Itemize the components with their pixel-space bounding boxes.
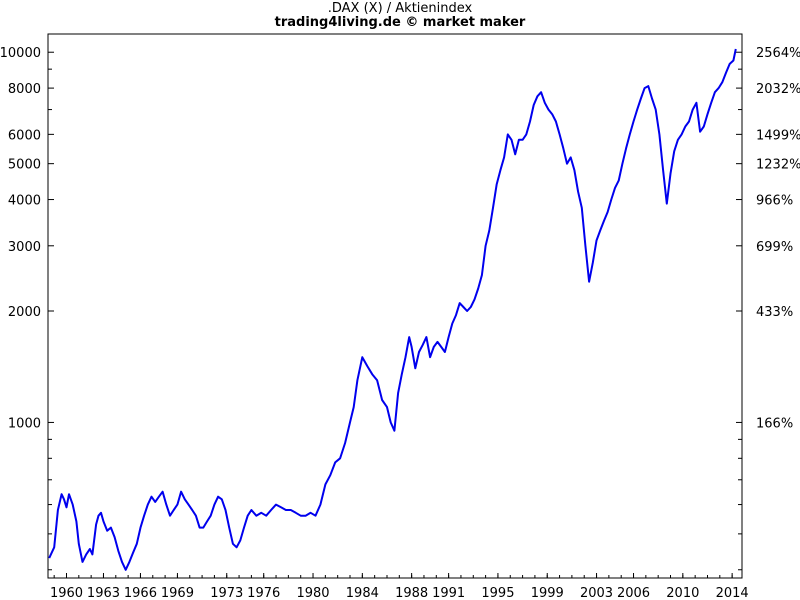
y-left-tick-label: 5000 <box>8 158 41 173</box>
chart-title: .DAX (X) / Aktienindex <box>327 1 473 16</box>
y-right-tick-label: 699% <box>756 240 793 255</box>
x-tick-label: 2003 <box>580 586 613 600</box>
x-tick-label: 1995 <box>481 586 514 600</box>
y-right-tick-label: 1232% <box>756 158 800 173</box>
x-tick-label: 1991 <box>432 586 465 600</box>
chart-subtitle: trading4living.de © market maker <box>274 15 526 30</box>
x-tick-label: 1984 <box>346 586 379 600</box>
y-left-tick-label: 2000 <box>8 305 41 320</box>
y-left-tick-label: 8000 <box>8 82 41 97</box>
x-tick-label: 2014 <box>716 586 749 600</box>
y-left-tick-label: 4000 <box>8 194 41 209</box>
y-left-tick-label: 10000 <box>0 46 41 61</box>
y-left-tick-label: 3000 <box>8 240 41 255</box>
x-tick-label: 2010 <box>666 586 699 600</box>
x-tick-label: 1999 <box>531 586 564 600</box>
y-right-tick-label: 166% <box>756 416 793 431</box>
y-right-tick-label: 2032% <box>756 82 800 97</box>
y-left-tick-label: 6000 <box>8 128 41 143</box>
x-tick-label: 1973 <box>210 586 243 600</box>
x-tick-label: 1966 <box>124 586 157 600</box>
y-left-tick-label: 1000 <box>8 416 41 431</box>
x-tick-label: 1960 <box>50 586 83 600</box>
y-right-tick-label: 966% <box>756 194 793 209</box>
x-tick-label: 1988 <box>395 586 428 600</box>
x-tick-label: 2006 <box>617 586 650 600</box>
plot-frame <box>47 33 743 579</box>
x-tick-label: 1976 <box>247 586 280 600</box>
y-right-tick-label: 2564% <box>756 46 800 61</box>
dax-series-line <box>48 48 737 571</box>
x-tick-label: 1963 <box>87 586 120 600</box>
x-tick-label: 1980 <box>296 586 329 600</box>
y-right-tick-label: 1499% <box>756 128 800 143</box>
x-tick-label: 1969 <box>161 586 194 600</box>
y-right-tick-label: 433% <box>756 305 793 320</box>
